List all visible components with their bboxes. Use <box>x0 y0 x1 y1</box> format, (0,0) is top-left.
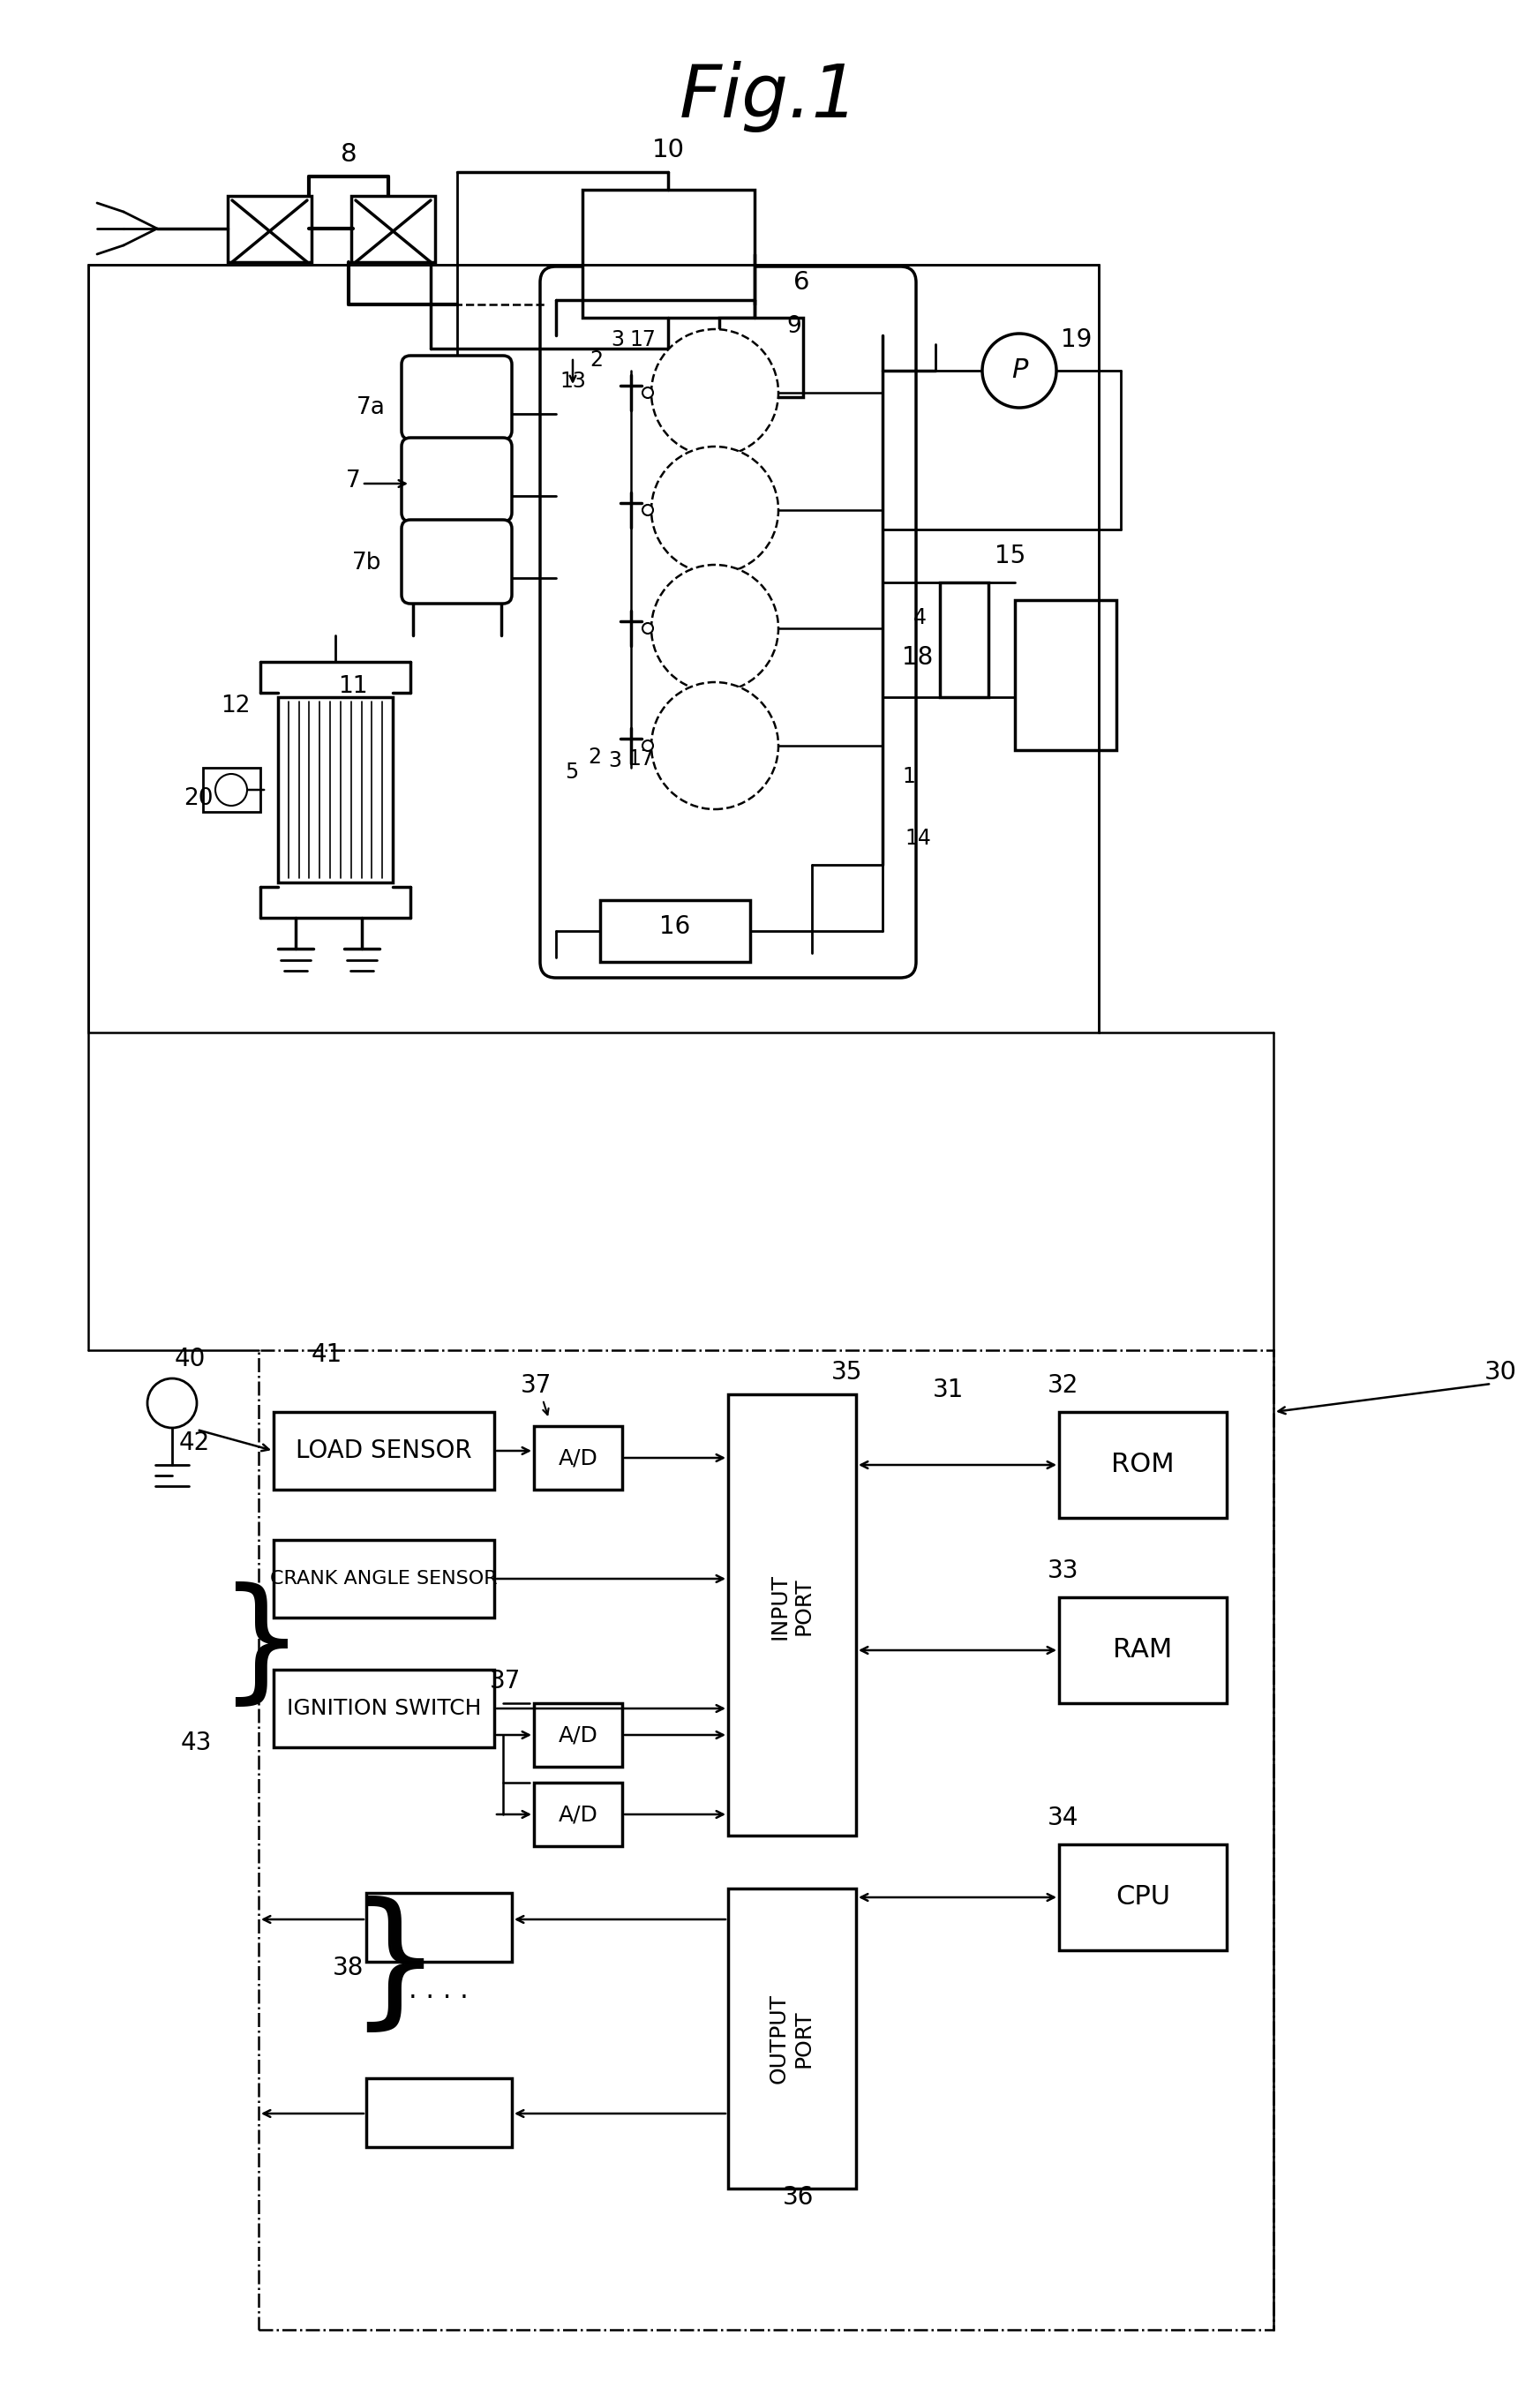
Text: 31: 31 <box>933 1377 964 1403</box>
Bar <box>728 1394 856 1836</box>
Circle shape <box>216 774 246 805</box>
Bar <box>1060 1846 1227 1951</box>
Text: . . . .: . . . . <box>408 1978 468 2002</box>
Bar <box>367 1894 511 1961</box>
Bar <box>582 190 755 317</box>
Text: 7b: 7b <box>353 553 382 574</box>
Text: OUTPUT
PORT: OUTPUT PORT <box>768 1994 815 2083</box>
Text: P: P <box>1012 358 1027 384</box>
Bar <box>259 1350 1274 2331</box>
Text: 43: 43 <box>180 1730 211 1754</box>
Bar <box>88 264 1098 1033</box>
Text: CPU: CPU <box>1115 1884 1170 1910</box>
Text: 7: 7 <box>345 469 360 493</box>
Text: 37: 37 <box>521 1372 553 1399</box>
Bar <box>601 901 750 961</box>
Text: 2: 2 <box>588 747 602 769</box>
Circle shape <box>983 334 1056 409</box>
Text: A/D: A/D <box>557 1805 598 1824</box>
Bar <box>274 1413 494 1490</box>
Bar <box>1015 601 1116 750</box>
Bar <box>274 1540 494 1617</box>
Text: 38: 38 <box>333 1956 363 1980</box>
Text: 32: 32 <box>1047 1372 1080 1399</box>
Text: 17: 17 <box>630 329 656 351</box>
FancyBboxPatch shape <box>402 437 511 521</box>
Text: 18: 18 <box>902 644 933 670</box>
Bar <box>719 317 802 396</box>
Text: ROM: ROM <box>1112 1451 1175 1478</box>
FancyBboxPatch shape <box>402 519 511 603</box>
Circle shape <box>651 565 778 692</box>
Text: 3: 3 <box>611 329 624 351</box>
Text: 19: 19 <box>1061 327 1092 353</box>
Bar <box>274 1670 494 1747</box>
Text: 5: 5 <box>565 762 579 783</box>
Text: CRANK ANGLE SENSOR: CRANK ANGLE SENSOR <box>270 1569 497 1588</box>
Circle shape <box>651 682 778 810</box>
Bar <box>939 582 989 697</box>
Text: 8: 8 <box>340 142 357 166</box>
Text: 37: 37 <box>490 1668 522 1694</box>
Bar <box>279 697 393 882</box>
Text: 34: 34 <box>1047 1805 1080 1831</box>
Text: 13: 13 <box>559 370 585 392</box>
Circle shape <box>642 622 653 634</box>
FancyBboxPatch shape <box>541 267 916 978</box>
Text: 33: 33 <box>1047 1560 1080 1584</box>
Bar <box>728 1889 856 2189</box>
Text: 4: 4 <box>913 608 926 627</box>
Text: 3: 3 <box>608 750 622 771</box>
Text: 10: 10 <box>651 137 684 163</box>
Text: 41: 41 <box>311 1343 342 1367</box>
Text: 16: 16 <box>659 913 690 940</box>
Bar <box>367 2079 511 2146</box>
Bar <box>228 197 311 262</box>
Bar <box>534 1783 622 1846</box>
Text: A/D: A/D <box>557 1725 598 1745</box>
Text: 30: 30 <box>1485 1360 1517 1384</box>
Text: 15: 15 <box>995 543 1026 570</box>
Text: {: { <box>185 1574 271 1706</box>
Text: RAM: RAM <box>1113 1636 1172 1663</box>
Circle shape <box>642 740 653 752</box>
Circle shape <box>642 505 653 514</box>
Text: 1: 1 <box>902 767 916 788</box>
Text: A/D: A/D <box>557 1447 598 1468</box>
Bar <box>1060 1413 1227 1519</box>
Text: 9: 9 <box>787 315 802 339</box>
Text: INPUT
PORT: INPUT PORT <box>768 1574 815 1639</box>
Text: {: { <box>313 1886 407 2031</box>
Bar <box>534 1704 622 1766</box>
Text: Fig.1: Fig.1 <box>679 62 859 132</box>
Text: 7a: 7a <box>356 396 385 418</box>
Text: 11: 11 <box>339 675 368 697</box>
Bar <box>351 197 436 262</box>
Circle shape <box>651 447 778 574</box>
Bar <box>203 769 260 812</box>
Text: 2: 2 <box>590 348 604 370</box>
Text: 14: 14 <box>904 827 932 848</box>
Text: 40: 40 <box>174 1346 205 1372</box>
FancyBboxPatch shape <box>402 356 511 440</box>
Bar <box>1060 1598 1227 1704</box>
Text: 17: 17 <box>627 747 654 769</box>
Text: 42: 42 <box>179 1430 209 1456</box>
Text: 35: 35 <box>832 1360 862 1384</box>
Text: IGNITION SWITCH: IGNITION SWITCH <box>286 1699 480 1718</box>
Text: LOAD SENSOR: LOAD SENSOR <box>296 1439 471 1463</box>
Circle shape <box>651 329 778 457</box>
Text: 20: 20 <box>183 788 214 810</box>
Text: 6: 6 <box>793 269 810 296</box>
Bar <box>534 1425 622 1490</box>
Circle shape <box>148 1379 197 1427</box>
Text: 36: 36 <box>782 2184 815 2211</box>
Text: 12: 12 <box>220 694 251 718</box>
Circle shape <box>642 387 653 399</box>
